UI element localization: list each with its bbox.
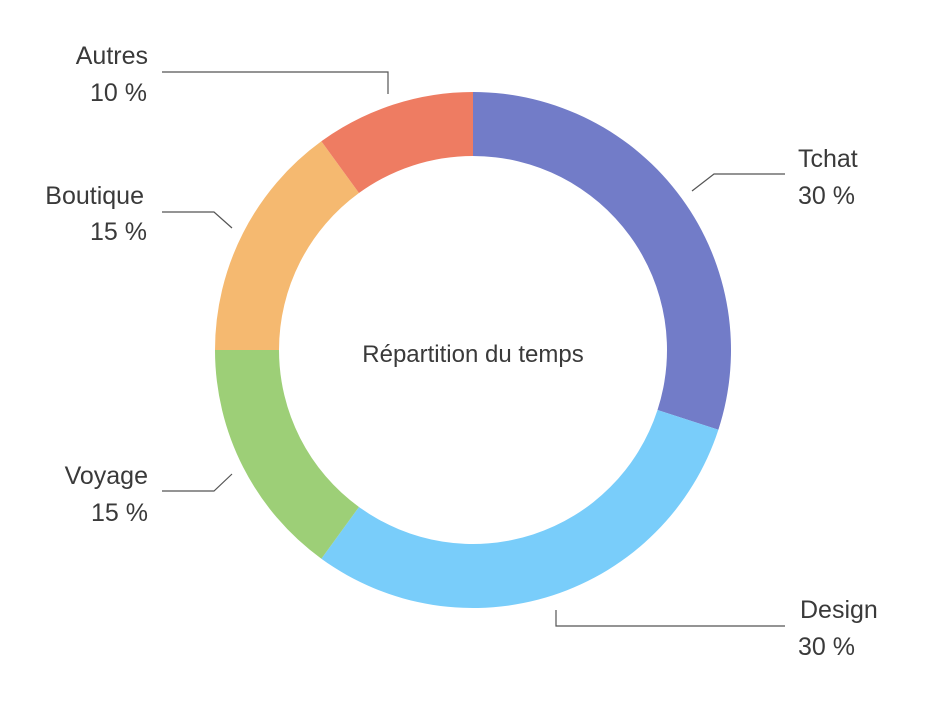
- slice-label-design: Design: [800, 596, 878, 624]
- slice-boutique: [215, 141, 359, 350]
- leader-line-voyage: [162, 473, 233, 492]
- slices-layer: [215, 92, 731, 608]
- leader-line-boutique: [162, 211, 233, 229]
- leaders-layer: [162, 71, 785, 627]
- leader-line-tchat: [691, 173, 785, 192]
- slice-tchat: [473, 92, 731, 430]
- slice-value-design: 30 %: [798, 633, 855, 661]
- slice-label-autres: Autres: [76, 42, 148, 70]
- leader-line-design: [555, 610, 785, 627]
- labels-layer: Tchat 30 % Design 30 % Voyage 15 % Boutique 15 …: [45, 42, 878, 661]
- slice-design: [321, 409, 719, 608]
- slice-label-boutique: Boutique: [45, 182, 144, 210]
- leader-line-autres: [162, 71, 389, 94]
- slice-autres: [321, 92, 473, 194]
- chart-title: Répartition du temps: [362, 341, 583, 368]
- slice-label-voyage: Voyage: [65, 462, 148, 490]
- slice-value-autres: 10 %: [90, 79, 147, 107]
- slice-value-boutique: 15 %: [90, 218, 147, 246]
- slice-value-tchat: 30 %: [798, 182, 855, 210]
- slice-value-voyage: 15 %: [91, 499, 148, 527]
- slice-label-tchat: Tchat: [798, 145, 858, 173]
- slice-voyage: [215, 350, 359, 559]
